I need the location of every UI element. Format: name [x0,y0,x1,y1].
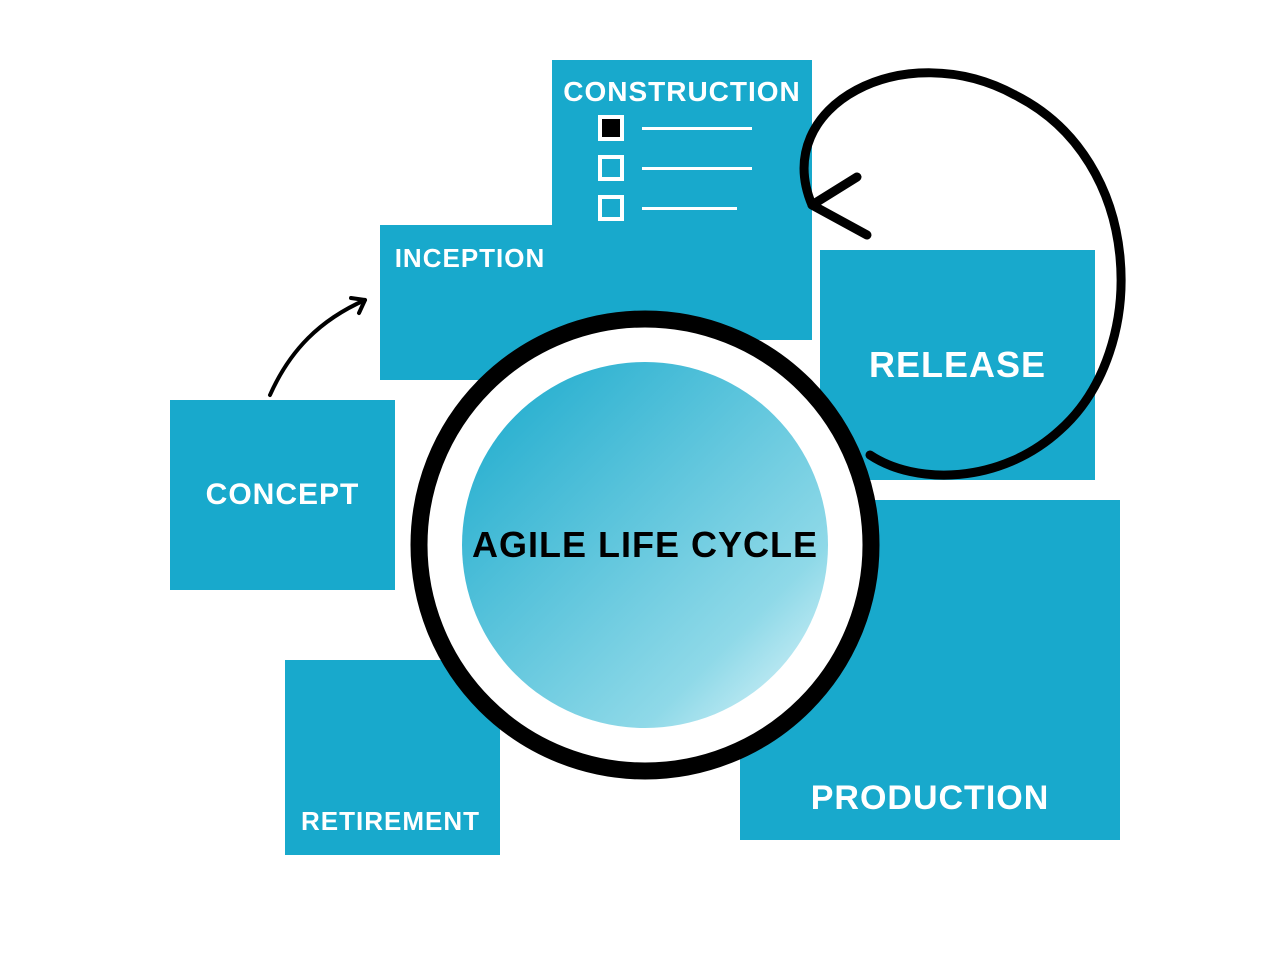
checklist-row [598,195,752,221]
checkbox-icon [598,115,624,141]
checkbox-icon [598,155,624,181]
box-release: Release [820,250,1095,480]
arrowhead-icon [812,177,867,235]
center-circle: Agile Life Cycle [462,362,828,728]
box-concept: Concept [170,400,395,590]
center-label: Agile Life Cycle [472,524,818,566]
checklist-line [642,167,752,170]
checklist-line [642,207,737,210]
label-inception: Inception [395,243,546,274]
agile-lifecycle-diagram: Concept Retirement Production Inception … [0,0,1280,960]
label-release: Release [869,344,1046,386]
checklist-row [598,155,752,181]
checklist-row [598,115,752,141]
label-production: Production [811,779,1050,818]
arrow-concept-to-inception [270,300,365,395]
checklist-line [642,127,752,130]
label-construction: Construction [563,76,801,108]
arrowhead-icon [351,298,365,313]
construction-checklist [598,115,752,235]
box-inception: Inception [380,225,560,380]
label-retirement: Retirement [301,806,480,837]
checkbox-icon [598,195,624,221]
label-concept: Concept [206,478,360,512]
box-retirement: Retirement [285,660,500,855]
